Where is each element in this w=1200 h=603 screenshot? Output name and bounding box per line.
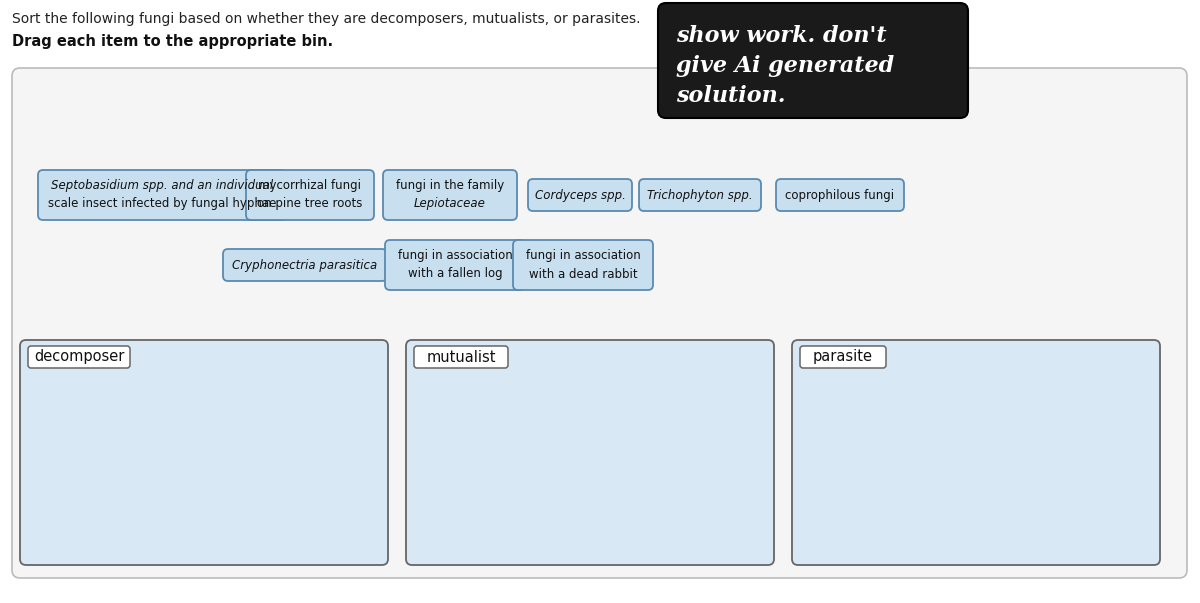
FancyBboxPatch shape bbox=[640, 179, 761, 211]
FancyBboxPatch shape bbox=[776, 179, 904, 211]
FancyBboxPatch shape bbox=[800, 346, 886, 368]
FancyBboxPatch shape bbox=[792, 340, 1160, 565]
Text: with a dead rabbit: with a dead rabbit bbox=[529, 268, 637, 280]
Text: scale insect infected by fungal hyphae: scale insect infected by fungal hyphae bbox=[48, 198, 276, 210]
Text: coprophilous fungi: coprophilous fungi bbox=[786, 189, 894, 201]
Text: mycorrhizal fungi: mycorrhizal fungi bbox=[258, 180, 361, 192]
FancyBboxPatch shape bbox=[406, 340, 774, 565]
Text: mutualist: mutualist bbox=[426, 350, 496, 364]
FancyBboxPatch shape bbox=[38, 170, 286, 220]
FancyBboxPatch shape bbox=[246, 170, 374, 220]
FancyBboxPatch shape bbox=[383, 170, 517, 220]
Text: fungi in association: fungi in association bbox=[526, 250, 641, 262]
Text: Cryphonectria parasitica: Cryphonectria parasitica bbox=[233, 259, 378, 271]
FancyBboxPatch shape bbox=[20, 340, 388, 565]
Text: on pine tree roots: on pine tree roots bbox=[257, 198, 362, 210]
Text: Trichophyton spp.: Trichophyton spp. bbox=[647, 189, 752, 201]
Text: with a fallen log: with a fallen log bbox=[408, 268, 503, 280]
Text: Sort the following fungi based on whether they are decomposers, mutualists, or p: Sort the following fungi based on whethe… bbox=[12, 12, 641, 26]
FancyBboxPatch shape bbox=[528, 179, 632, 211]
FancyBboxPatch shape bbox=[223, 249, 386, 281]
Text: Septobasidium spp. and an individual: Septobasidium spp. and an individual bbox=[50, 180, 274, 192]
FancyBboxPatch shape bbox=[414, 346, 508, 368]
Text: solution.: solution. bbox=[676, 85, 786, 107]
FancyBboxPatch shape bbox=[12, 68, 1187, 578]
Text: fungi in the family: fungi in the family bbox=[396, 180, 504, 192]
FancyBboxPatch shape bbox=[658, 3, 968, 118]
Text: show work. don't: show work. don't bbox=[676, 25, 887, 47]
Text: Drag each item to the appropriate bin.: Drag each item to the appropriate bin. bbox=[12, 34, 334, 49]
Text: give Ai generated: give Ai generated bbox=[676, 55, 894, 77]
Text: fungi in association: fungi in association bbox=[397, 250, 512, 262]
FancyBboxPatch shape bbox=[28, 346, 130, 368]
Text: Cordyceps spp.: Cordyceps spp. bbox=[534, 189, 625, 201]
FancyBboxPatch shape bbox=[385, 240, 526, 290]
Text: Lepiotaceae: Lepiotaceae bbox=[414, 198, 486, 210]
Text: decomposer: decomposer bbox=[34, 350, 124, 364]
Text: parasite: parasite bbox=[814, 350, 874, 364]
FancyBboxPatch shape bbox=[514, 240, 653, 290]
